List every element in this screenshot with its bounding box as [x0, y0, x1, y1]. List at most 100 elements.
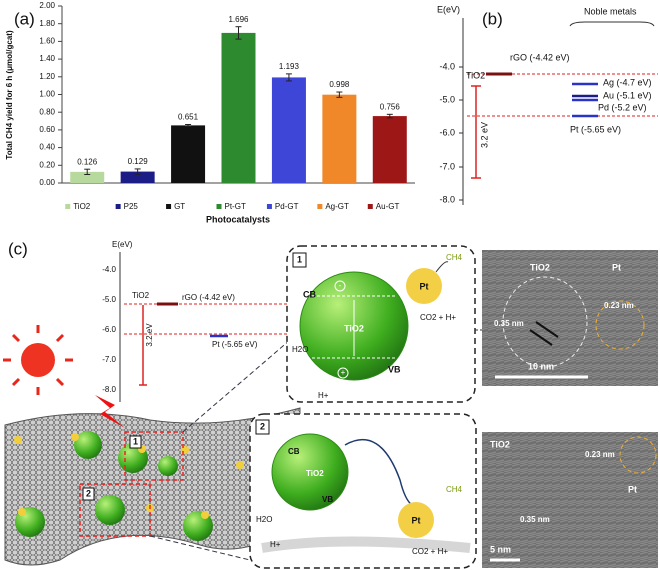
ch4-label: CH4 [446, 485, 463, 494]
legend-swatch [115, 204, 121, 209]
y-tick-label: 0.00 [39, 178, 55, 187]
region-box [124, 431, 184, 481]
particle-outline [502, 276, 588, 368]
arrow [435, 261, 449, 273]
pt-label: Pt (-5.65 eV) [212, 340, 258, 349]
tick-label: -6.0 [439, 127, 455, 137]
legend-swatch [166, 204, 172, 209]
pt-label: Pt [420, 281, 429, 291]
marker-box [129, 435, 142, 449]
sun-disc [21, 343, 55, 377]
panel-label: (c) [8, 239, 28, 258]
error-bar [285, 73, 292, 82]
marker: 2 [86, 488, 91, 498]
pt-label: Pt [628, 484, 637, 494]
value-label: 0.129 [128, 157, 149, 166]
tio2-label: TiO2 [344, 323, 364, 333]
connector [149, 535, 251, 561]
x-tick-label: Au-GT [376, 202, 400, 211]
pt-particle [406, 268, 442, 304]
co2-label: CO2 + H+ [412, 547, 448, 556]
marker-box [292, 252, 307, 268]
tick-label: -5.0 [439, 94, 455, 104]
y-tick-label: 1.20 [39, 72, 55, 81]
h2o-label: H2O [292, 345, 308, 354]
ch4-label: CH4 [446, 253, 463, 262]
y-tick-label: 0.40 [39, 143, 55, 152]
bar [322, 94, 357, 183]
particle-outline [619, 436, 657, 474]
tem-image: TiO2 Pt 0.35 nm 0.23 nm 10 nm [482, 250, 658, 386]
tio2-label: TiO2 [132, 291, 150, 300]
error-bar [235, 26, 242, 40]
y-tick-label: 0.60 [39, 125, 55, 134]
pt-particle [398, 502, 434, 538]
spacing-label: 0.23 nm [585, 450, 615, 459]
x-tick-label: GT [174, 202, 185, 211]
pt-label: Pt [612, 262, 621, 272]
bar [221, 32, 256, 184]
bracket [569, 21, 655, 27]
gap-label: 3.2 eV [145, 323, 154, 347]
error-bar [336, 91, 343, 98]
y-tick-label: 1.80 [39, 19, 55, 28]
bar [372, 116, 407, 183]
axis-ticks [459, 66, 463, 201]
metal-label: Pt (-5.65 eV) [570, 124, 621, 134]
spacing-label: 0.35 nm [494, 319, 524, 328]
value-label: 0.756 [380, 102, 401, 111]
bar [171, 125, 206, 183]
graphene-strip [261, 536, 471, 553]
error-bar [185, 124, 192, 127]
tem-background [482, 250, 658, 386]
legend-swatch [317, 204, 323, 209]
value-label: 0.998 [329, 80, 350, 89]
metal-label: Au (-5.1 eV) [603, 90, 652, 100]
h-label: H+ [270, 540, 281, 549]
y-tick-label: 1.40 [39, 54, 55, 63]
x-axis-title: Photocatalysts [206, 214, 270, 224]
panel-b: (b) E(eV) -4.0 -5.0 -6.0 -7.0 -8.0 TiO2 … [437, 4, 658, 205]
cb-label: CB [288, 447, 300, 456]
bar [271, 77, 306, 183]
value-label: 1.696 [228, 15, 249, 24]
legend-swatch [216, 204, 222, 209]
error-bar [84, 168, 91, 176]
rgo-label: rGO (-4.42 eV) [182, 293, 235, 302]
particle-outline [595, 300, 645, 350]
bar [120, 171, 155, 183]
cb-label: CB [303, 289, 316, 299]
value-label: 0.126 [77, 157, 98, 166]
x-tick-label: Pd-GT [275, 202, 299, 211]
y-tick-label: 0.80 [39, 107, 55, 116]
metal-label: Pd (-5.2 eV) [598, 102, 647, 112]
panel-a: (a) Total CH4 yield for 6 h (μmol/gcat) … [5, 1, 415, 224]
tem-background [482, 432, 658, 568]
y-tick-label: 1.60 [39, 37, 55, 46]
legend-swatch [65, 204, 71, 209]
value-label: 0.651 [178, 113, 199, 122]
sun [3, 325, 73, 395]
rgo-label: rGO (-4.42 eV) [510, 52, 570, 62]
axis-title: E(eV) [437, 4, 460, 14]
metal-label: Ag (-4.7 eV) [603, 77, 652, 87]
hole-sign: + [341, 368, 346, 377]
legend-swatch [367, 204, 373, 209]
panel-c: (c) E(eV) -4.0 -5.0 -6.0 -7.0 -8.0 TiO2 … [3, 239, 658, 569]
electron [334, 280, 346, 292]
tick-label: -6.0 [102, 325, 116, 334]
value-label: 1.193 [279, 62, 300, 71]
axis-title: E(eV) [112, 240, 133, 249]
h2o-label: H2O [256, 515, 272, 524]
electron-sign: - [339, 281, 342, 290]
vb-label: VB [388, 364, 401, 374]
x-tick-label: Pt-GT [225, 202, 246, 211]
tick-label: -8.0 [439, 194, 455, 204]
y-tick-label: 2.00 [39, 1, 55, 10]
noble-title: Noble metals [584, 6, 637, 16]
hole [337, 367, 349, 379]
bar [70, 171, 105, 183]
vb-label: VB [322, 495, 333, 504]
y-tick-label: 1.00 [39, 90, 55, 99]
